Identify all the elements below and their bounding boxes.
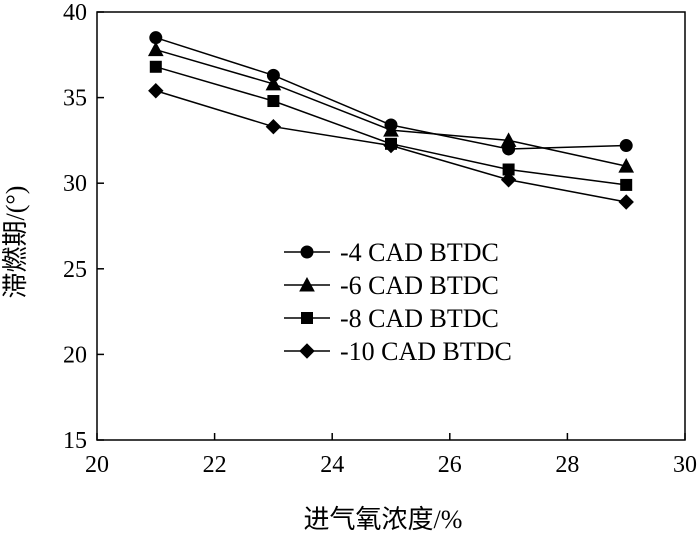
series-triangle <box>147 41 635 173</box>
y-tick-label: 15 <box>63 428 87 454</box>
data-point <box>383 122 399 137</box>
legend-marker <box>301 312 313 324</box>
x-tick-label: 20 <box>85 452 109 478</box>
legend-label: -6 CAD BTDC <box>340 271 499 300</box>
x-tick-label: 26 <box>438 452 462 478</box>
plot-area <box>96 11 686 441</box>
series-diamond <box>148 83 634 210</box>
series-layer <box>147 31 635 210</box>
x-axis-ticks: 20 22 24 26 28 30 <box>85 433 697 478</box>
legend-label: -10 CAD BTDC <box>340 337 512 366</box>
data-point <box>618 158 635 173</box>
legend-item: -4 CAD BTDC <box>284 238 499 267</box>
legend: -4 CAD BTDC -6 CAD BTDC -8 CAD BTDC -10 CAD… <box>284 238 512 366</box>
y-axis-title: 滞燃期/(°) <box>1 186 30 299</box>
data-point <box>267 95 280 108</box>
x-axis-title: 进气氧浓度/% <box>304 505 463 534</box>
data-point <box>500 172 517 188</box>
data-point <box>148 83 164 99</box>
legend-marker <box>299 276 315 292</box>
data-point <box>620 178 633 191</box>
legend-item: -8 CAD BTDC <box>284 304 499 333</box>
x-tick-label: 30 <box>673 452 697 478</box>
y-axis-ticks: 15 20 25 30 35 40 <box>63 0 104 454</box>
y-tick-label: 40 <box>63 0 87 26</box>
legend-label: -4 CAD BTDC <box>340 238 499 267</box>
legend-item: -10 CAD BTDC <box>284 337 512 366</box>
legend-marker <box>299 343 315 359</box>
legend-marker <box>300 245 314 259</box>
data-point <box>265 118 282 135</box>
data-point <box>383 137 399 154</box>
data-point <box>149 60 162 73</box>
legend-label: -8 CAD BTDC <box>340 304 499 333</box>
data-point <box>618 194 634 210</box>
legend-item: -6 CAD BTDC <box>284 271 499 300</box>
data-point <box>500 132 517 147</box>
y-tick-label: 35 <box>63 86 87 112</box>
data-point <box>265 75 282 91</box>
y-tick-label: 20 <box>63 342 87 368</box>
plot-frame <box>96 11 686 441</box>
y-tick-label: 25 <box>63 257 87 283</box>
y-tick-label: 30 <box>63 171 87 197</box>
data-point <box>147 41 164 57</box>
x-tick-label: 28 <box>555 452 579 478</box>
x-tick-label: 24 <box>320 452 344 478</box>
data-point <box>619 139 633 153</box>
x-tick-label: 22 <box>203 452 227 478</box>
